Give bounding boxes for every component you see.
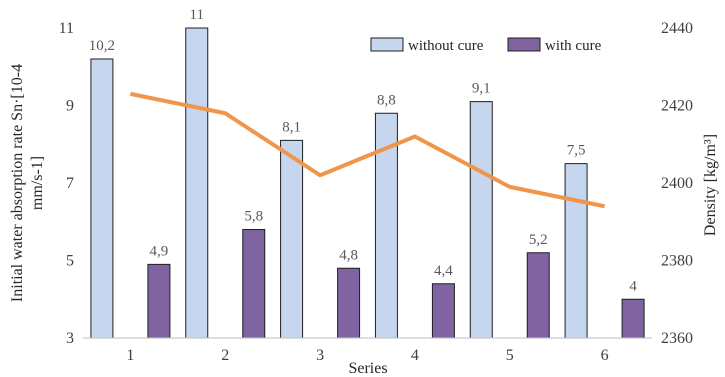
y-tick-label-9: 9 [66,98,74,115]
legend-label-with-cure: with cure [545,38,602,54]
bar-series2-cat1 [147,263,171,339]
legend-swatch-without-cure [370,37,404,52]
y-axis-title-line2: mm/s-1] [29,156,46,210]
data-label-series1-cat5: 9,1 [472,81,491,97]
data-label-series2-cat1: 4,9 [150,243,169,259]
bar-series2-cat4 [431,283,455,339]
y2-tick-label-2420: 2420 [661,98,693,115]
x-axis-ticks: 1 2 3 4 5 6 [126,347,608,364]
x-tick-label-4: 4 [411,347,419,364]
x-tick-label-6: 6 [601,347,609,364]
bar-series2-cat3 [337,267,361,339]
data-label-series2-cat2: 5,8 [244,209,263,225]
y2-axis-ticks: 2360 2380 2400 2420 2440 [661,20,693,347]
y2-axis-title: Density [kg/m³] [702,134,719,236]
legend-swatch-with-cure [507,37,541,52]
data-label-series1-cat3: 8,1 [282,119,301,135]
bar-series2-cat2 [242,229,266,339]
data-label-series1-cat2: 11 [190,7,204,23]
x-tick-label-1: 1 [126,347,134,364]
y-tick-label-7: 7 [66,175,74,192]
x-tick-label-2: 2 [221,347,229,364]
x-axis-title: Series [348,360,387,377]
density-line [130,91,605,209]
y2-tick-label-2440: 2440 [661,20,693,37]
y-tick-label-3: 3 [66,330,74,347]
x-tick-label-3: 3 [316,347,324,364]
plot-area: 10,2 11 8,1 8,8 9,1 7,5 4,9 5,8 4,8 4,4 5,2 4 [83,7,652,339]
bar-series2-cat5 [526,252,550,339]
bar-series1-cat3 [280,139,304,339]
data-label-series1-cat6: 7,5 [567,143,586,159]
bar-series1-cat6 [564,163,588,339]
data-label-series2-cat5: 5,2 [529,232,548,248]
y-tick-label-11: 11 [59,20,74,37]
y2-tick-label-2360: 2360 [661,330,693,347]
data-label-series2-cat6: 4 [629,278,637,294]
data-label-series2-cat4: 4,4 [434,263,453,279]
bar-series2-cat6 [621,298,645,339]
data-label-series1-cat1: 10,2 [89,38,115,54]
y-axis-title-line1: Initial water absorption rate Sn·[10-4 [9,64,26,302]
y-tick-label-5: 5 [66,253,74,270]
legend-label-without-cure: without cure [408,38,484,54]
bar-series1-cat2 [185,27,209,339]
y2-tick-label-2380: 2380 [661,253,693,270]
y2-tick-label-2400: 2400 [661,175,693,192]
data-label-series2-cat3: 4,8 [339,247,358,263]
data-label-series1-cat4: 8,8 [377,92,396,108]
bar-series1-cat1 [90,58,114,339]
y-axis-ticks: 3 5 7 9 11 [59,20,74,347]
bars [90,27,645,339]
data-labels: 10,2 11 8,1 8,8 9,1 7,5 4,9 5,8 4,8 4,4 5,2 4 [89,7,638,294]
legend: without cure with cure [370,37,602,54]
x-tick-label-5: 5 [506,347,514,364]
bar-series1-cat5 [469,101,493,339]
